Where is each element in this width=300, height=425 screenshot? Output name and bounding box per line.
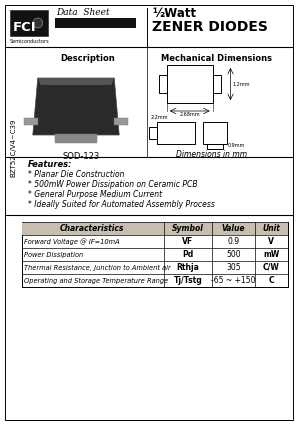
Text: ½Watt: ½Watt [152,7,196,20]
Text: C/W: C/W [263,263,280,272]
Text: Characteristics: Characteristics [60,224,124,233]
Polygon shape [38,78,114,85]
Text: Features:: Features: [28,160,72,169]
Text: mW: mW [263,250,279,259]
Text: Thermal Resistance, Junction to Ambient air: Thermal Resistance, Junction to Ambient … [24,264,171,271]
Text: Value: Value [222,224,245,233]
Bar [157,122,195,144]
Text: Symbol: Symbol [172,224,204,233]
Text: Data  Sheet: Data Sheet [57,8,110,17]
Bar [213,75,220,93]
Text: * Ideally Suited for Automated Assembly Process: * Ideally Suited for Automated Assembly … [28,200,215,209]
Text: VF: VF [182,237,193,246]
Text: Power Dissipation: Power Dissipation [24,252,83,258]
Text: C: C [268,276,274,285]
Text: * 500mW Power Dissipation on Ceramic PCB: * 500mW Power Dissipation on Ceramic PCB [28,180,197,189]
Bar [203,122,226,144]
Text: Mechanical Dimensions: Mechanical Dimensions [161,54,272,63]
Text: Description: Description [60,54,115,63]
Bar [22,222,288,235]
Bar [22,222,288,287]
Text: * General Purpose Medium Current: * General Purpose Medium Current [28,190,162,199]
Text: Rthja: Rthja [176,263,199,272]
Text: Pd: Pd [182,250,194,259]
Text: 305: 305 [226,263,241,272]
Bar [207,144,223,149]
Text: 2.68mm: 2.68mm [179,112,200,117]
Bar [149,127,157,139]
Bar [159,75,167,93]
Bar [55,18,136,28]
Text: Dimensions in mm: Dimensions in mm [176,150,247,159]
Text: FCI: FCI [13,20,37,34]
Text: 1.2mm: 1.2mm [232,82,250,87]
Text: 2.2mm: 2.2mm [151,115,169,120]
Text: Tj/Tstg: Tj/Tstg [173,276,202,285]
Polygon shape [55,134,98,143]
Text: Unit: Unit [262,224,280,233]
Text: Operating and Storage Temperature Range: Operating and Storage Temperature Range [24,278,168,283]
Text: 0.9mm: 0.9mm [227,143,245,148]
Polygon shape [33,78,119,135]
Text: Semiconductors: Semiconductors [10,39,50,44]
Text: 500: 500 [226,250,241,259]
Bar [10,10,48,36]
Text: V: V [268,237,274,246]
Bar [24,118,38,125]
Text: SOD-123: SOD-123 [63,152,100,161]
Bar [114,118,128,125]
Text: * Planar Die Construction: * Planar Die Construction [28,170,124,179]
Text: BZT52C/V4~C39: BZT52C/V4~C39 [10,119,16,177]
Bar [167,65,213,103]
Circle shape [33,18,43,28]
Text: 0.9: 0.9 [227,237,239,246]
Text: Forward Voltage @ IF=10mA: Forward Voltage @ IF=10mA [24,238,119,245]
Text: -65 ~ +150: -65 ~ +150 [211,276,256,285]
Text: ZENER DIODES: ZENER DIODES [152,20,268,34]
